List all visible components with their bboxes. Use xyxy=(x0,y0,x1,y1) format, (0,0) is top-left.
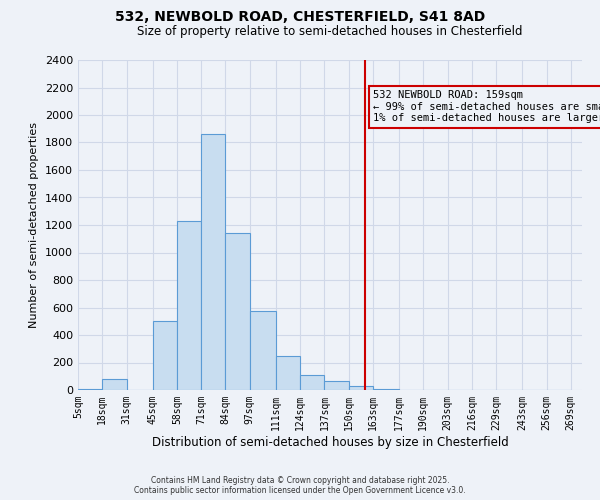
Bar xyxy=(300,375,325,390)
Bar xyxy=(226,233,250,390)
Bar xyxy=(325,381,349,390)
Bar xyxy=(349,386,373,390)
Text: 532, NEWBOLD ROAD, CHESTERFIELD, S41 8AD: 532, NEWBOLD ROAD, CHESTERFIELD, S41 8AD xyxy=(115,10,485,24)
Bar xyxy=(276,356,300,390)
Bar xyxy=(152,322,177,390)
Bar xyxy=(250,311,276,390)
Bar xyxy=(177,221,201,390)
Text: 532 NEWBOLD ROAD: 159sqm
← 99% of semi-detached houses are smaller (5,819)
1% of: 532 NEWBOLD ROAD: 159sqm ← 99% of semi-d… xyxy=(373,90,600,124)
X-axis label: Distribution of semi-detached houses by size in Chesterfield: Distribution of semi-detached houses by … xyxy=(152,436,508,448)
Bar xyxy=(201,134,226,390)
Text: Contains HM Land Registry data © Crown copyright and database right 2025.
Contai: Contains HM Land Registry data © Crown c… xyxy=(134,476,466,495)
Title: Size of property relative to semi-detached houses in Chesterfield: Size of property relative to semi-detach… xyxy=(137,25,523,38)
Bar xyxy=(102,379,127,390)
Y-axis label: Number of semi-detached properties: Number of semi-detached properties xyxy=(29,122,40,328)
